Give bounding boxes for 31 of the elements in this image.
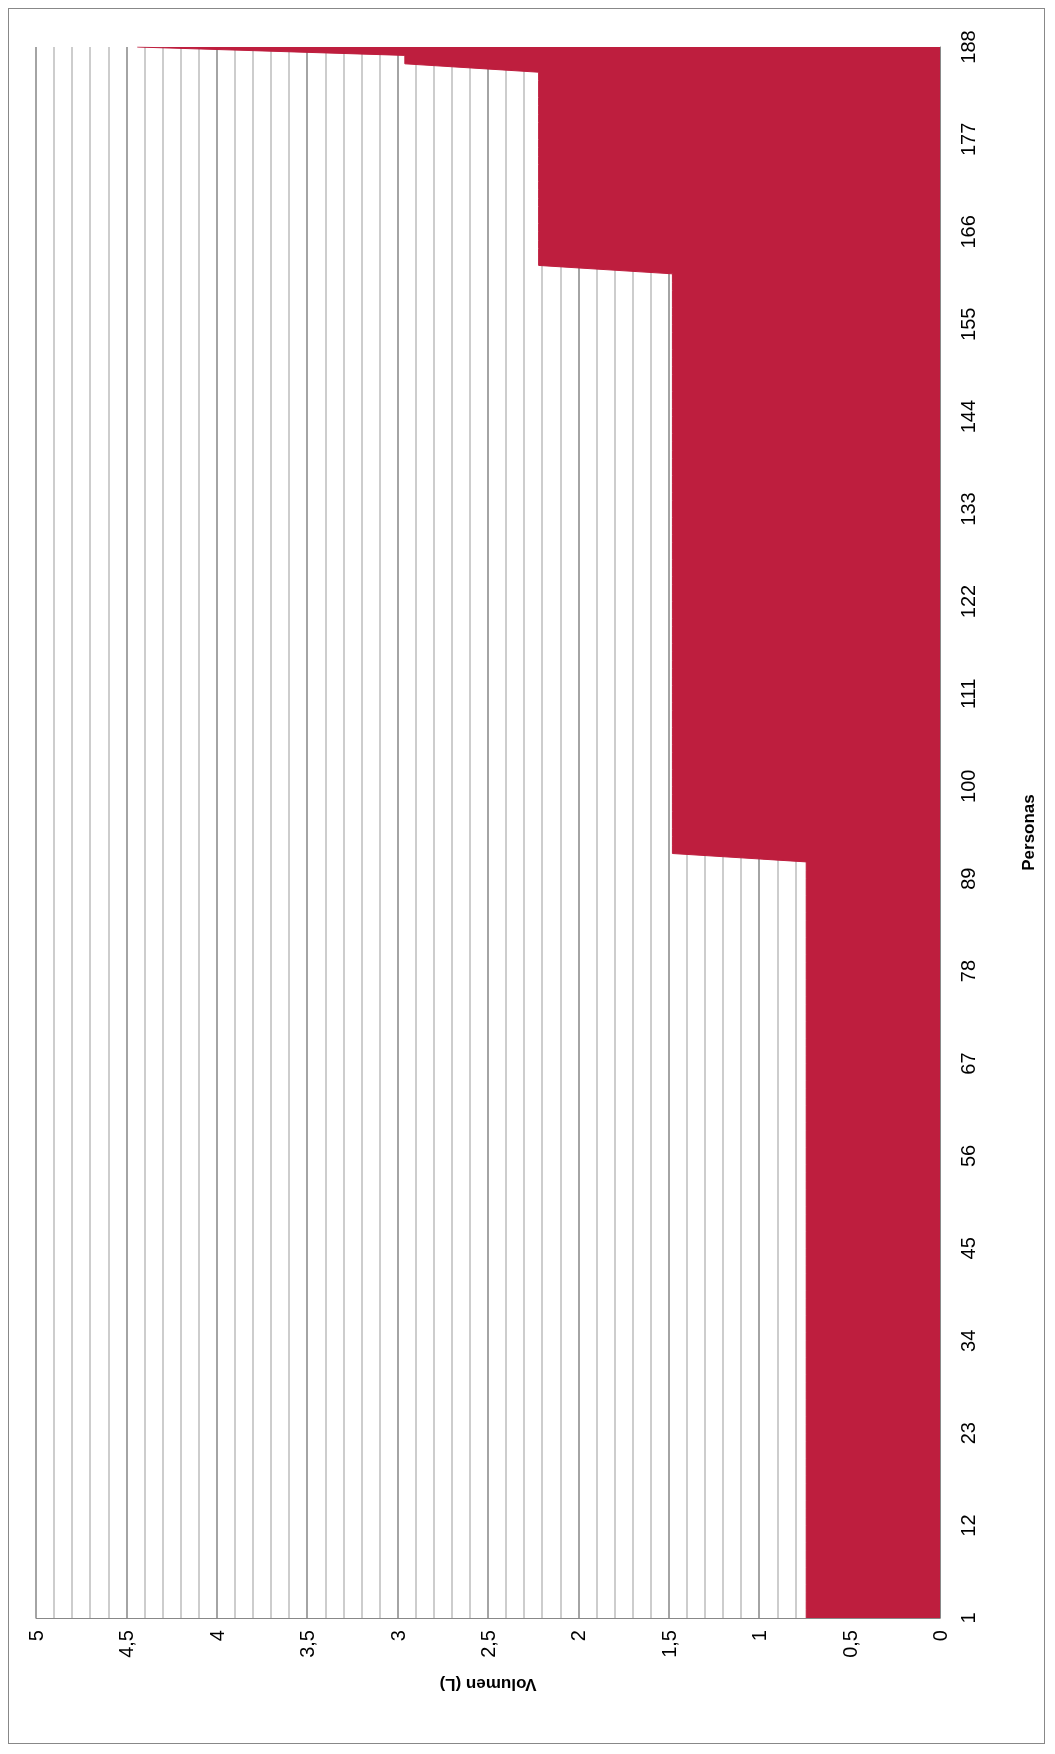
y-tick-label: 155	[957, 307, 979, 341]
y-tick-label: 177	[957, 122, 979, 157]
x-tick-label: 4	[205, 1630, 228, 1642]
x-tick-label: 5	[25, 1630, 47, 1642]
x-tick-label: 2,5	[477, 1630, 499, 1658]
y-tick-label: 166	[957, 215, 979, 249]
x-tick-label: 3	[386, 1630, 409, 1642]
x-tick-label: 3,5	[296, 1630, 319, 1658]
y-axis-title: Personas	[1019, 794, 1038, 871]
y-tick-label: 45	[957, 1237, 979, 1260]
y-tick-label: 1	[957, 1612, 979, 1624]
y-tick-label: 111	[957, 678, 979, 710]
x-tick-label: 0,5	[838, 1630, 861, 1658]
y-tick-label: 133	[957, 492, 979, 526]
y-tick-label: 122	[957, 584, 979, 619]
y-tick-label: 188	[957, 30, 979, 64]
x-axis-title: Volumen (L)	[439, 1675, 537, 1694]
y-tick-label: 78	[957, 959, 979, 983]
x-tick-label: 0	[929, 1630, 951, 1642]
x-tick-label: 2	[567, 1630, 590, 1642]
y-tick-label: 12	[957, 1514, 979, 1537]
y-tick-label: 34	[957, 1329, 979, 1352]
x-tick-label: 4,5	[115, 1630, 138, 1658]
y-tick-label: 56	[957, 1144, 979, 1168]
x-tick-label: 1,5	[657, 1630, 680, 1658]
y-tick-label: 67	[957, 1052, 979, 1075]
x-tick-label: 1	[748, 1630, 771, 1642]
y-tick-label: 144	[957, 399, 979, 434]
y-tick-label: 89	[957, 867, 979, 890]
y-tick-label: 23	[957, 1422, 979, 1445]
y-tick-label: 100	[957, 769, 979, 803]
